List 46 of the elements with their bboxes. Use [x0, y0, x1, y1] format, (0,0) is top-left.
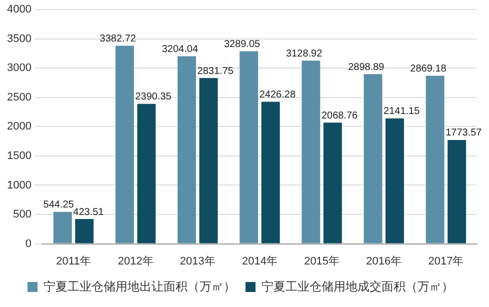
- data-label: 544.25: [43, 200, 74, 211]
- bar: [364, 74, 382, 244]
- data-label: 3289.05: [224, 38, 261, 50]
- bar: [178, 56, 196, 244]
- x-tick-label: 2015年: [304, 255, 340, 268]
- bar: [261, 102, 280, 244]
- y-tick-label: 3500: [6, 32, 32, 45]
- y-tick-label: 0: [25, 238, 32, 250]
- data-label: 2141.15: [384, 106, 420, 118]
- data-label: 2426.28: [259, 89, 296, 100]
- y-tick-label: 3000: [6, 62, 32, 74]
- bar: [75, 219, 94, 244]
- data-label: 1773.57: [446, 128, 482, 139]
- x-tick-label: 2017年: [428, 255, 464, 268]
- data-label: 3204.04: [162, 44, 198, 55]
- y-tick-label: 2000: [6, 120, 32, 133]
- x-tick-label: 2013年: [180, 255, 216, 268]
- bar: [426, 76, 444, 244]
- bar: [137, 104, 156, 244]
- bar: [323, 122, 342, 244]
- data-label: 3128.92: [286, 48, 323, 60]
- legend-label: 宁夏工业仓储用地出让面积（万㎡）: [44, 279, 236, 294]
- y-tick-label: 1000: [6, 179, 32, 192]
- x-tick-label: 2011年: [56, 255, 91, 268]
- x-tick-label: 2012年: [118, 255, 154, 268]
- data-label: 2869.18: [410, 64, 447, 75]
- y-tick-label: 2500: [6, 91, 32, 104]
- data-label: 2390.35: [135, 92, 172, 103]
- data-label: 2831.75: [197, 66, 234, 77]
- y-tick-label: 4000: [6, 4, 32, 16]
- legend-label: 宁夏工业仓储用地成交面积（万㎡）: [262, 279, 454, 294]
- data-label: 423.51: [73, 206, 104, 218]
- y-tick-label: 500: [13, 208, 32, 221]
- bar: [302, 60, 320, 244]
- bar: [448, 140, 466, 244]
- x-tick-label: 2016年: [366, 255, 402, 268]
- bar: [53, 212, 72, 244]
- bar: [386, 118, 404, 244]
- bar: [115, 46, 134, 244]
- data-label: 2068.76: [321, 110, 358, 122]
- bar: [199, 78, 218, 244]
- x-tick-label: 2014年: [242, 255, 278, 268]
- y-tick-label: 1500: [6, 150, 32, 162]
- bar: [240, 51, 258, 244]
- data-label: 3382.72: [100, 33, 136, 44]
- data-label: 2898.89: [348, 62, 385, 73]
